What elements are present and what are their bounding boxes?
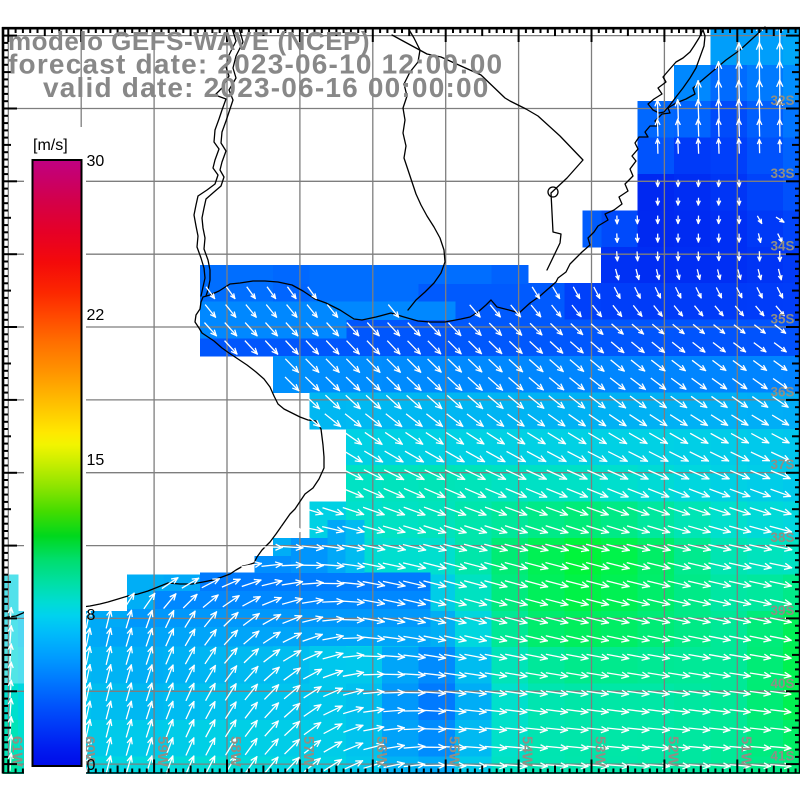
svg-text:37S: 37S [771, 457, 795, 472]
svg-text:52W: 52W [664, 736, 681, 768]
svg-text:15: 15 [87, 452, 105, 469]
svg-text:57W: 57W [300, 736, 317, 768]
svg-text:59W: 59W [154, 736, 171, 768]
svg-text:36S: 36S [771, 384, 795, 399]
svg-text:54W: 54W [519, 736, 536, 768]
svg-text:30: 30 [87, 153, 105, 170]
svg-text:modelo GEFS-WAVE (NCEP): modelo GEFS-WAVE (NCEP) [8, 26, 370, 56]
svg-text:41S: 41S [771, 749, 795, 764]
svg-text:0: 0 [87, 757, 96, 774]
svg-text:35S: 35S [771, 312, 795, 327]
svg-text:[m/s]: [m/s] [33, 137, 68, 154]
svg-text:34S: 34S [771, 239, 795, 254]
svg-text:valid date: 2023-06-16 00:00:0: valid date: 2023-06-16 00:00:00 [43, 72, 490, 103]
svg-text:51W: 51W [737, 736, 754, 768]
svg-text:39S: 39S [771, 603, 795, 618]
svg-text:40S: 40S [771, 676, 795, 691]
svg-text:22: 22 [87, 307, 105, 324]
svg-text:33S: 33S [771, 166, 795, 181]
svg-text:32S: 32S [771, 93, 795, 108]
svg-text:8: 8 [87, 607, 96, 624]
svg-text:55W: 55W [446, 736, 463, 768]
svg-text:56W: 56W [373, 736, 390, 768]
svg-text:forecast date: 2023-06-10 12:0: forecast date: 2023-06-10 12:00:00 [8, 49, 503, 80]
svg-text:53W: 53W [592, 736, 609, 768]
svg-text:38S: 38S [771, 530, 795, 545]
svg-text:58W: 58W [227, 736, 244, 768]
svg-text:61W: 61W [8, 736, 25, 768]
